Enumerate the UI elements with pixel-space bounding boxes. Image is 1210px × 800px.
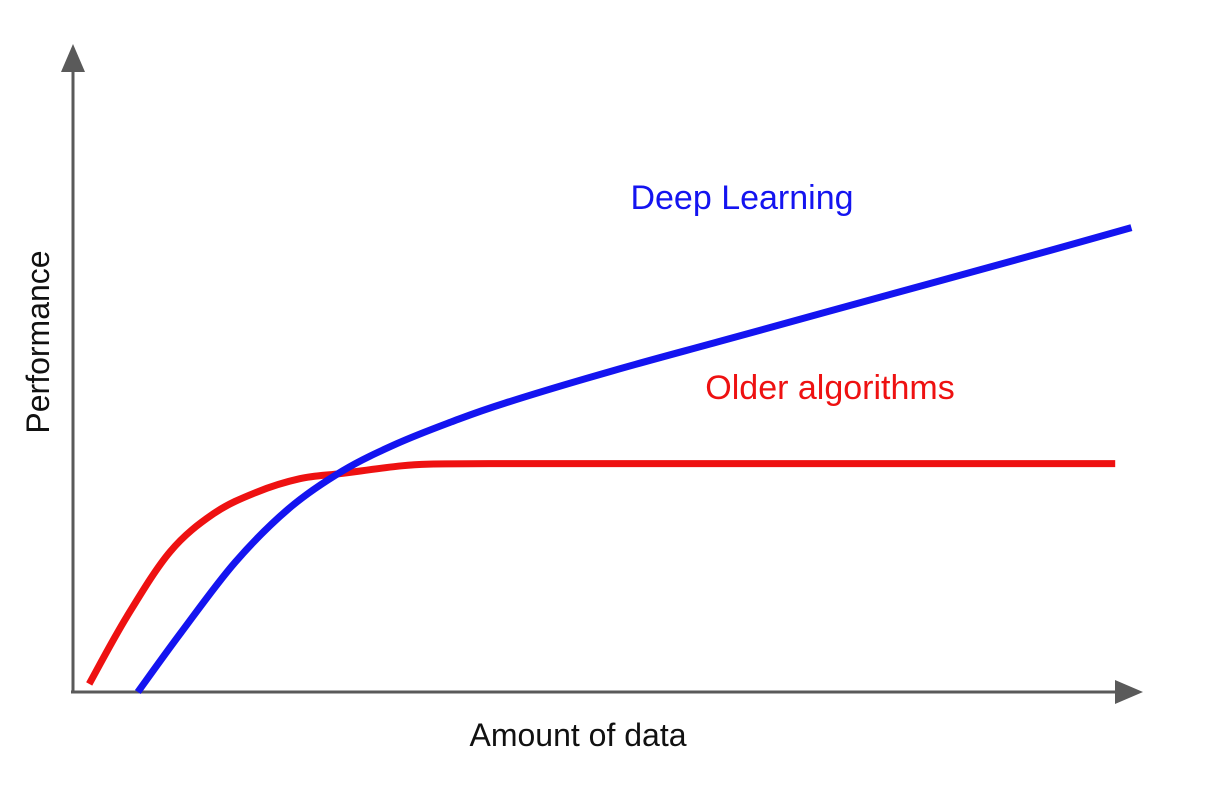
series-layer — [86, 224, 1133, 695]
series-label-older-algorithms: Older algorithms — [705, 369, 954, 407]
axes — [61, 44, 1143, 704]
x-axis-label: Amount of data — [469, 717, 686, 753]
y-axis-arrow — [61, 44, 85, 72]
x-axis-arrow — [1115, 680, 1143, 704]
series-line-deep-learning — [134, 224, 1133, 695]
y-axis-label: Performance — [20, 250, 56, 433]
series-line-older-algorithms — [86, 460, 1116, 686]
series-label-deep-learning: Deep Learning — [630, 179, 853, 217]
